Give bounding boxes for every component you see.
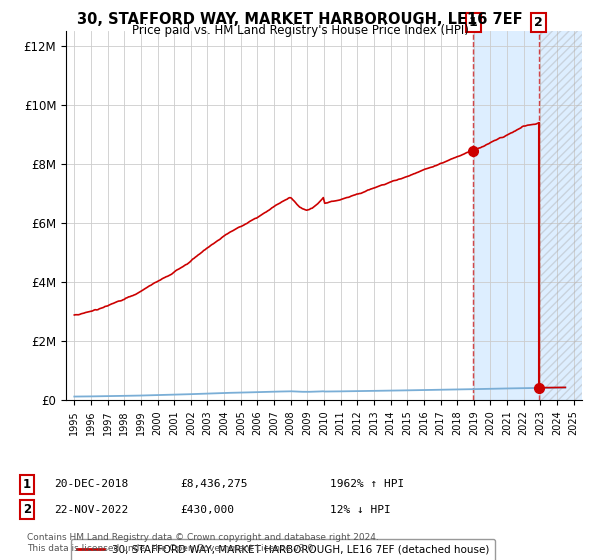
Bar: [539, 31, 582, 400]
Legend: 30, STAFFORD WAY, MARKET HARBOROUGH, LE16 7EF (detached house), HPI: Average pri: 30, STAFFORD WAY, MARKET HARBOROUGH, LE1…: [71, 539, 496, 560]
Bar: [539, 31, 582, 400]
Text: Price paid vs. HM Land Registry's House Price Index (HPI): Price paid vs. HM Land Registry's House …: [131, 24, 469, 36]
Text: Contains HM Land Registry data © Crown copyright and database right 2024.
This d: Contains HM Land Registry data © Crown c…: [27, 533, 379, 553]
Text: 2: 2: [535, 16, 543, 29]
Bar: [473, 31, 539, 400]
Text: £8,436,275: £8,436,275: [180, 479, 248, 489]
Text: £430,000: £430,000: [180, 505, 234, 515]
Text: 1962% ↑ HPI: 1962% ↑ HPI: [330, 479, 404, 489]
Text: 2: 2: [23, 503, 31, 516]
Text: 1: 1: [469, 16, 478, 29]
Text: 22-NOV-2022: 22-NOV-2022: [54, 505, 128, 515]
Text: 30, STAFFORD WAY, MARKET HARBOROUGH, LE16 7EF: 30, STAFFORD WAY, MARKET HARBOROUGH, LE1…: [77, 12, 523, 27]
Text: 20-DEC-2018: 20-DEC-2018: [54, 479, 128, 489]
Text: 12% ↓ HPI: 12% ↓ HPI: [330, 505, 391, 515]
Text: 1: 1: [23, 478, 31, 491]
